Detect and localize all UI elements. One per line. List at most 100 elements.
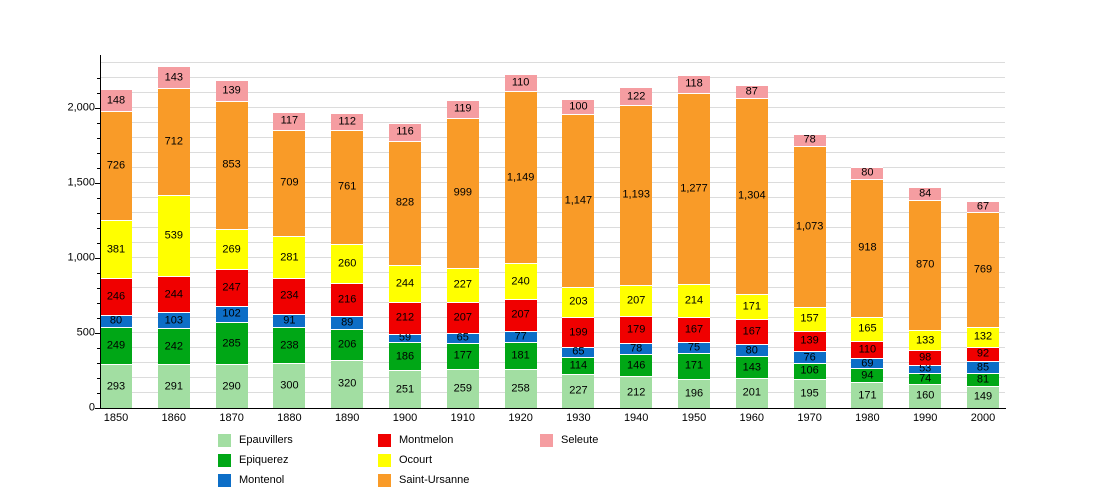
bar-segment-saint-ursanne: 761	[331, 129, 364, 245]
segment-value-label: 186	[395, 350, 415, 363]
bar-segment-montmelon: 92	[967, 346, 999, 361]
segment-value-label: 238	[280, 339, 299, 352]
bar-segment-saint-ursanne: 1,304	[735, 97, 768, 294]
segment-value-label: 242	[164, 340, 183, 353]
bar-segment-epauvillers: 212	[620, 376, 653, 408]
bar-segment-ocourt: 157	[793, 306, 826, 331]
bar-segment-epiquerez: 94	[851, 368, 884, 383]
bar-segment-montmelon: 110	[851, 341, 884, 358]
y-axis-tick	[95, 257, 100, 259]
bar-segment-saint-ursanne: 1,147	[562, 114, 595, 287]
x-tick-label: 1920	[508, 412, 533, 424]
gridline	[100, 376, 1005, 378]
segment-value-label: 207	[453, 311, 472, 324]
segment-value-label: 53	[919, 362, 932, 375]
bar-segment-ocourt: 214	[678, 284, 710, 317]
bar-segment-montmelon: 246	[100, 277, 132, 315]
y-axis-tick	[95, 182, 100, 184]
segment-value-label: 246	[106, 290, 126, 303]
gridline	[100, 331, 1005, 333]
bar-segment-seleute: 148	[100, 89, 132, 112]
segment-value-label: 119	[454, 102, 472, 115]
bar-segment-seleute: 84	[909, 186, 942, 200]
y-axis-tick	[97, 122, 100, 124]
y-axis-tick	[97, 77, 100, 79]
segment-value-label: 100	[569, 100, 588, 113]
bar-group: 291 242 103 244 539 712 143	[157, 55, 190, 408]
segment-value-label: 244	[395, 277, 415, 290]
x-tick-label: 1990	[912, 412, 938, 424]
bar-segment-seleute: 139	[215, 79, 248, 101]
segment-value-label: 143	[164, 71, 183, 84]
segment-value-label: 240	[511, 275, 530, 288]
bar-segment-epiquerez: 74	[909, 372, 942, 384]
segment-value-label: 870	[916, 258, 935, 271]
bar-segment-saint-ursanne: 1,149	[504, 90, 537, 264]
bar-segment-epauvillers: 291	[157, 364, 190, 408]
x-tick-label: 1980	[855, 412, 880, 424]
bar-segment-ocourt: 240	[504, 263, 537, 300]
legend-label: Saint-Ursanne	[399, 474, 470, 486]
segment-value-label: 171	[742, 300, 761, 313]
bar-segment-montenol: 53	[909, 363, 942, 374]
bar-segment-epiquerez: 146	[620, 354, 653, 377]
bar-segment-epiquerez: 238	[273, 327, 306, 363]
bar-segment-montenol: 65	[562, 346, 595, 357]
bar-segment-montenol: 85	[967, 360, 999, 374]
segment-value-label: 227	[569, 384, 588, 397]
bar-group: 227 114 65 199 203 1,147 100	[562, 55, 595, 408]
bar-group: 171 94 69 110 165 918 80	[851, 55, 884, 408]
legend-swatch	[378, 474, 391, 487]
bar-segment-ocourt: 165	[851, 316, 884, 342]
gridline	[100, 256, 1005, 258]
bar-segment-seleute: 143	[157, 66, 190, 88]
bar-group: 195 106 76 139 157 1,073 78	[793, 55, 826, 408]
bar-segment-epiquerez: 143	[735, 356, 768, 378]
legend-label: Seleute	[561, 434, 599, 446]
bar-segment-montmelon: 98	[909, 350, 942, 365]
segment-value-label: 769	[973, 263, 993, 276]
y-axis-tick	[97, 362, 100, 364]
segment-value-label: 81	[976, 373, 990, 386]
bar-segment-saint-ursanne: 1,277	[678, 92, 710, 285]
segment-value-label: 139	[800, 334, 819, 347]
segment-value-label: 76	[803, 351, 816, 364]
bar-segment-montmelon: 212	[389, 301, 421, 334]
segment-value-label: 106	[800, 364, 819, 377]
segment-value-label: 167	[742, 325, 761, 338]
bar-segment-ocourt: 133	[909, 330, 942, 351]
segment-value-label: 918	[858, 241, 877, 254]
gridline	[100, 391, 1005, 393]
y-axis-tick	[95, 408, 100, 409]
segment-value-label: 98	[919, 351, 932, 364]
segment-value-label: 78	[630, 342, 643, 355]
legend-swatch	[218, 474, 231, 487]
gridline	[100, 211, 1005, 213]
bar-segment-saint-ursanne: 769	[967, 211, 999, 328]
y-tick-label: 2,000	[67, 101, 95, 114]
bar-segment-montmelon: 167	[735, 319, 768, 345]
segment-value-label: 227	[453, 278, 472, 291]
bar-segment-epauvillers: 290	[215, 364, 248, 408]
bar-segment-montmelon: 207	[446, 301, 479, 333]
y-axis-tick	[97, 347, 100, 349]
bar-segment-montenol: 89	[331, 315, 364, 329]
bar-segment-montmelon: 199	[562, 317, 595, 348]
gridline	[100, 346, 1005, 348]
segment-value-label: 1,073	[795, 220, 824, 233]
gridline	[100, 316, 1005, 318]
bar-segment-saint-ursanne: 918	[851, 178, 884, 317]
segment-value-label: 196	[684, 387, 704, 400]
segment-value-label: 112	[338, 115, 356, 128]
bar-segment-epiquerez: 242	[157, 327, 190, 365]
bar-segment-seleute: 119	[446, 99, 479, 118]
y-axis-tick	[95, 332, 100, 334]
x-tick-label: 1850	[103, 412, 129, 424]
bar-segment-saint-ursanne: 1,193	[620, 105, 653, 285]
segment-value-label: 65	[456, 331, 469, 344]
segment-value-label: 92	[976, 347, 990, 360]
bar-segment-montmelon: 234	[273, 278, 306, 314]
legend-label: Ocourt	[399, 454, 433, 466]
segment-value-label: 74	[919, 372, 932, 385]
bar-segment-saint-ursanne: 870	[909, 199, 942, 331]
